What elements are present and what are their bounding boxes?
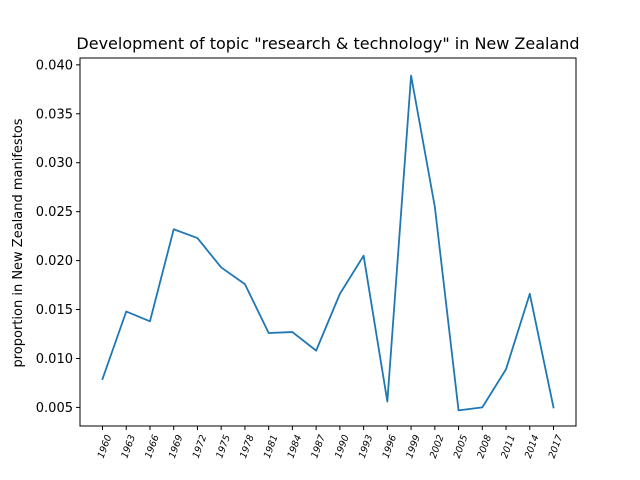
x-tick-label: 1969 [167, 433, 186, 459]
y-axis-label: proportion in New Zealand manifestos [11, 118, 26, 367]
x-tick-label: 1972 [191, 433, 210, 459]
x-tick-label: 2002 [428, 433, 447, 459]
x-tick-label: 2014 [523, 433, 542, 459]
y-tick-label: 0.025 [36, 205, 73, 220]
y-tick-label: 0.005 [36, 401, 73, 416]
y-tick-label: 0.020 [36, 254, 73, 269]
y-tick-label: 0.040 [36, 58, 73, 73]
y-tick-label: 0.010 [36, 352, 73, 367]
x-tick-label: 1981 [262, 433, 281, 459]
x-tick-label: 1987 [309, 433, 328, 459]
x-tick-label: 1960 [96, 433, 115, 459]
y-tick-label: 0.030 [36, 156, 73, 171]
x-tick-label: 1990 [333, 433, 352, 459]
x-tick-label: 1978 [238, 433, 257, 459]
x-tick-label: 1999 [404, 433, 423, 459]
plot-area-frame [79, 57, 577, 427]
chart-title: Development of topic "research & technol… [76, 34, 579, 53]
x-tick-label: 1984 [286, 433, 305, 459]
x-axis-ticks: 1960 1963 1966 1969 1972 1975 1978 1981 1984 1987… [96, 426, 566, 460]
y-tick-label: 0.035 [36, 107, 73, 122]
x-tick-label: 2005 [452, 433, 471, 459]
x-tick-label: 2011 [499, 433, 518, 459]
series-group [101, 74, 555, 412]
x-tick-label: 1996 [381, 433, 400, 459]
x-tick-label: 1966 [143, 433, 162, 459]
x-tick-label: 2017 [547, 433, 566, 459]
series-line [101, 74, 555, 412]
x-tick-label: 2008 [476, 433, 495, 459]
y-tick-label: 0.015 [36, 303, 73, 318]
x-tick-label: 1963 [119, 433, 138, 459]
x-tick-label: 1993 [357, 433, 376, 459]
x-tick-label: 1975 [214, 433, 233, 459]
y-axis-ticks: 0.005 0.010 0.015 0.020 0.025 0.030 0.035 0.040 [36, 58, 80, 416]
